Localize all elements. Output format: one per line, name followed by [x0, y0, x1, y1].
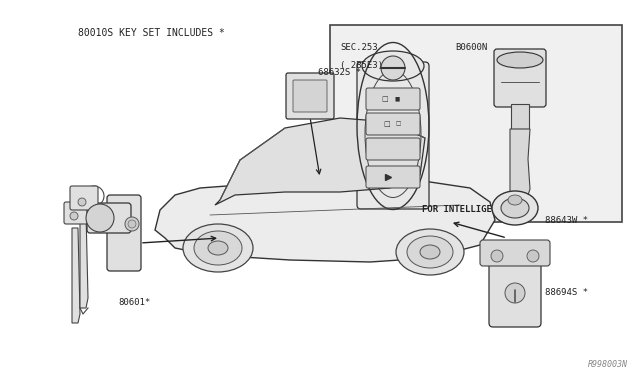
FancyBboxPatch shape — [366, 88, 420, 110]
Polygon shape — [80, 213, 88, 308]
FancyBboxPatch shape — [366, 166, 420, 188]
Text: ■: ■ — [394, 96, 399, 102]
Text: SEC.253: SEC.253 — [340, 43, 378, 52]
FancyBboxPatch shape — [64, 202, 90, 224]
Circle shape — [86, 204, 114, 232]
Ellipse shape — [501, 198, 529, 218]
Ellipse shape — [420, 245, 440, 259]
FancyBboxPatch shape — [87, 203, 131, 233]
FancyBboxPatch shape — [494, 49, 546, 107]
FancyBboxPatch shape — [357, 62, 429, 209]
Polygon shape — [510, 129, 530, 195]
Ellipse shape — [183, 224, 253, 272]
Ellipse shape — [407, 236, 453, 268]
Bar — [330, 25, 622, 222]
FancyBboxPatch shape — [480, 240, 550, 266]
Text: B0600N: B0600N — [455, 43, 487, 52]
Circle shape — [78, 198, 86, 206]
FancyBboxPatch shape — [293, 80, 327, 112]
Text: 80601*: 80601* — [118, 298, 150, 307]
Text: □: □ — [381, 96, 388, 102]
Ellipse shape — [492, 191, 538, 225]
Polygon shape — [215, 118, 425, 205]
Circle shape — [70, 212, 78, 220]
FancyBboxPatch shape — [70, 186, 98, 210]
Text: 80010S KEY SET INCLUDES *: 80010S KEY SET INCLUDES * — [78, 28, 225, 38]
Text: □: □ — [384, 121, 390, 127]
Ellipse shape — [396, 229, 464, 275]
Text: 88643W *: 88643W * — [545, 216, 588, 225]
Ellipse shape — [194, 231, 242, 265]
FancyBboxPatch shape — [107, 195, 141, 271]
FancyBboxPatch shape — [286, 73, 334, 119]
Text: R998003N: R998003N — [588, 360, 628, 369]
Polygon shape — [72, 228, 80, 323]
Circle shape — [527, 250, 539, 262]
Ellipse shape — [508, 195, 522, 205]
Bar — [511, 104, 529, 129]
Text: □: □ — [396, 122, 401, 126]
Text: 88694S *: 88694S * — [545, 288, 588, 297]
Circle shape — [491, 250, 503, 262]
Text: FOR INTELLIGENCE KEY: FOR INTELLIGENCE KEY — [422, 205, 530, 214]
Text: 68632S *: 68632S * — [318, 68, 361, 77]
FancyBboxPatch shape — [489, 254, 541, 327]
Circle shape — [381, 56, 405, 80]
Circle shape — [505, 283, 525, 303]
Ellipse shape — [362, 51, 424, 81]
Ellipse shape — [497, 52, 543, 68]
Ellipse shape — [208, 241, 228, 255]
FancyBboxPatch shape — [366, 138, 420, 160]
Circle shape — [128, 220, 136, 228]
Polygon shape — [155, 178, 495, 262]
FancyBboxPatch shape — [366, 113, 420, 135]
Text: ( 2B5E3): ( 2B5E3) — [340, 61, 383, 70]
Circle shape — [125, 217, 139, 231]
